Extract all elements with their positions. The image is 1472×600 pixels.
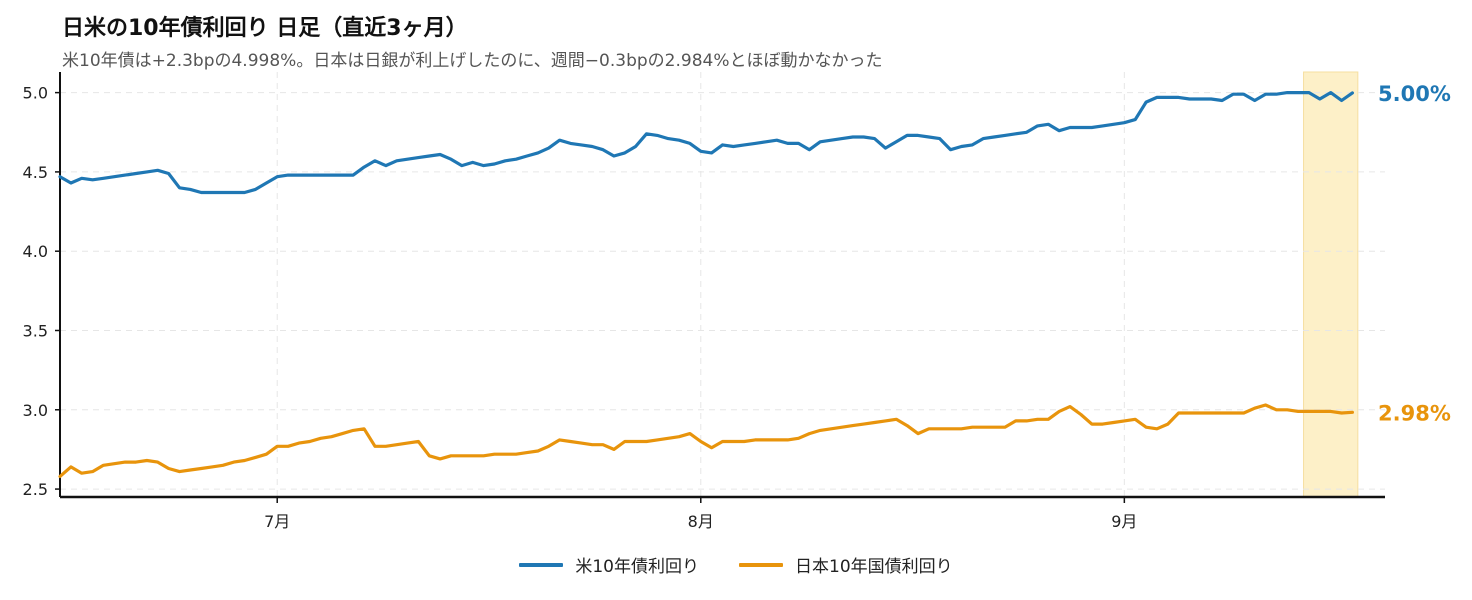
y-tick-label: 4.5 xyxy=(23,163,48,182)
legend-item-us: 米10年債利回り xyxy=(519,552,699,577)
jp-yield-line xyxy=(58,403,1355,478)
legend-label-jp: 日本10年国債利回り xyxy=(795,557,953,577)
jp-end-label: 2.98% xyxy=(1378,401,1451,425)
y-tick-label: 2.5 xyxy=(23,480,48,499)
x-tick-label: 8月 xyxy=(688,512,714,531)
y-tick-label: 3.5 xyxy=(23,321,48,340)
legend: 米10年債利回り 日本10年国債利回り xyxy=(0,552,1472,577)
x-tick-label: 9月 xyxy=(1111,512,1137,531)
x-tick-label: 7月 xyxy=(264,512,290,531)
us-end-label: 5.00% xyxy=(1378,82,1451,106)
legend-swatch-us xyxy=(519,562,564,567)
y-tick-label: 5.0 xyxy=(23,84,48,103)
legend-item-jp: 日本10年国債利回り xyxy=(739,552,953,577)
chart-title: 日米の10年債利回り 日足（直近3ヶ月） xyxy=(62,16,468,41)
highlight-band xyxy=(1303,71,1359,498)
chart-subtitle: 米10年債は+2.3bpの4.998%。日本は日銀が利上げしたのに、週間−0.3… xyxy=(62,51,883,71)
y-tick-label: 3.0 xyxy=(23,401,48,420)
y-tick-label: 4.0 xyxy=(23,242,48,261)
us-yield-line xyxy=(58,90,1355,195)
legend-swatch-jp xyxy=(739,562,783,567)
legend-label-us: 米10年債利回り xyxy=(575,557,699,577)
